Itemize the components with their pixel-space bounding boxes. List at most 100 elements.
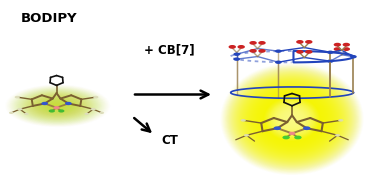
Ellipse shape <box>279 109 305 129</box>
Ellipse shape <box>51 103 65 109</box>
Ellipse shape <box>264 97 320 141</box>
Ellipse shape <box>243 81 341 157</box>
Ellipse shape <box>270 102 314 136</box>
Circle shape <box>305 50 312 54</box>
Ellipse shape <box>277 107 307 131</box>
Ellipse shape <box>290 118 294 121</box>
Circle shape <box>296 50 304 54</box>
Ellipse shape <box>280 110 304 128</box>
Ellipse shape <box>248 85 336 153</box>
Ellipse shape <box>46 101 70 111</box>
Circle shape <box>241 119 246 122</box>
Ellipse shape <box>235 75 349 163</box>
Ellipse shape <box>49 102 66 109</box>
Ellipse shape <box>249 85 335 153</box>
Ellipse shape <box>267 100 317 139</box>
Ellipse shape <box>284 113 300 125</box>
Ellipse shape <box>281 110 303 128</box>
Ellipse shape <box>253 89 331 149</box>
Circle shape <box>58 109 64 113</box>
Circle shape <box>244 134 249 137</box>
Ellipse shape <box>237 76 347 162</box>
Ellipse shape <box>290 118 294 121</box>
Ellipse shape <box>271 103 313 136</box>
Ellipse shape <box>268 100 316 138</box>
Ellipse shape <box>51 103 64 108</box>
Ellipse shape <box>233 73 351 165</box>
Circle shape <box>343 47 350 51</box>
Ellipse shape <box>285 114 299 125</box>
Circle shape <box>294 136 302 139</box>
Ellipse shape <box>274 105 310 133</box>
Ellipse shape <box>251 88 333 151</box>
Ellipse shape <box>53 104 62 108</box>
Ellipse shape <box>271 103 313 136</box>
Ellipse shape <box>231 71 353 167</box>
Ellipse shape <box>281 110 303 128</box>
Ellipse shape <box>278 108 307 131</box>
Circle shape <box>237 45 245 49</box>
Ellipse shape <box>247 84 337 154</box>
Circle shape <box>296 40 304 44</box>
Ellipse shape <box>48 102 68 110</box>
Ellipse shape <box>286 114 298 124</box>
Circle shape <box>343 43 350 46</box>
Circle shape <box>289 132 295 135</box>
Ellipse shape <box>279 109 305 129</box>
Circle shape <box>335 134 340 137</box>
Circle shape <box>258 49 266 53</box>
Circle shape <box>275 50 282 53</box>
Ellipse shape <box>276 107 308 131</box>
Ellipse shape <box>278 108 306 130</box>
Ellipse shape <box>231 72 353 167</box>
Ellipse shape <box>229 70 355 169</box>
Text: + CB[7]: + CB[7] <box>144 44 195 57</box>
Ellipse shape <box>273 104 311 134</box>
Circle shape <box>93 96 99 98</box>
Ellipse shape <box>266 99 318 139</box>
Ellipse shape <box>253 88 331 150</box>
Circle shape <box>275 60 282 64</box>
Circle shape <box>233 57 240 61</box>
Ellipse shape <box>263 96 321 142</box>
Circle shape <box>233 53 240 56</box>
Ellipse shape <box>49 102 67 109</box>
Ellipse shape <box>52 104 63 108</box>
Ellipse shape <box>255 90 329 148</box>
Text: CT: CT <box>162 134 179 147</box>
Ellipse shape <box>283 112 301 126</box>
Ellipse shape <box>244 82 340 156</box>
Text: BODIPY: BODIPY <box>20 12 77 25</box>
Ellipse shape <box>273 104 311 134</box>
Circle shape <box>65 102 72 105</box>
Ellipse shape <box>241 80 343 159</box>
Ellipse shape <box>289 117 295 121</box>
Ellipse shape <box>289 117 295 121</box>
Ellipse shape <box>234 74 350 164</box>
Ellipse shape <box>54 104 61 107</box>
Circle shape <box>327 51 334 54</box>
Ellipse shape <box>261 95 323 143</box>
Ellipse shape <box>286 114 298 124</box>
Ellipse shape <box>260 94 324 144</box>
Ellipse shape <box>263 97 321 141</box>
Ellipse shape <box>245 82 339 156</box>
Circle shape <box>334 47 341 51</box>
Circle shape <box>303 126 311 130</box>
Circle shape <box>282 136 290 139</box>
Circle shape <box>249 49 257 53</box>
Ellipse shape <box>285 113 299 125</box>
Ellipse shape <box>47 101 68 110</box>
Ellipse shape <box>265 98 319 140</box>
Ellipse shape <box>284 113 300 125</box>
Circle shape <box>305 40 312 44</box>
Ellipse shape <box>282 111 302 127</box>
Ellipse shape <box>228 69 356 169</box>
Ellipse shape <box>272 103 312 135</box>
Ellipse shape <box>259 93 325 145</box>
Ellipse shape <box>288 116 296 122</box>
Ellipse shape <box>243 80 341 158</box>
Ellipse shape <box>239 77 345 161</box>
Circle shape <box>49 109 55 113</box>
Ellipse shape <box>246 83 338 155</box>
